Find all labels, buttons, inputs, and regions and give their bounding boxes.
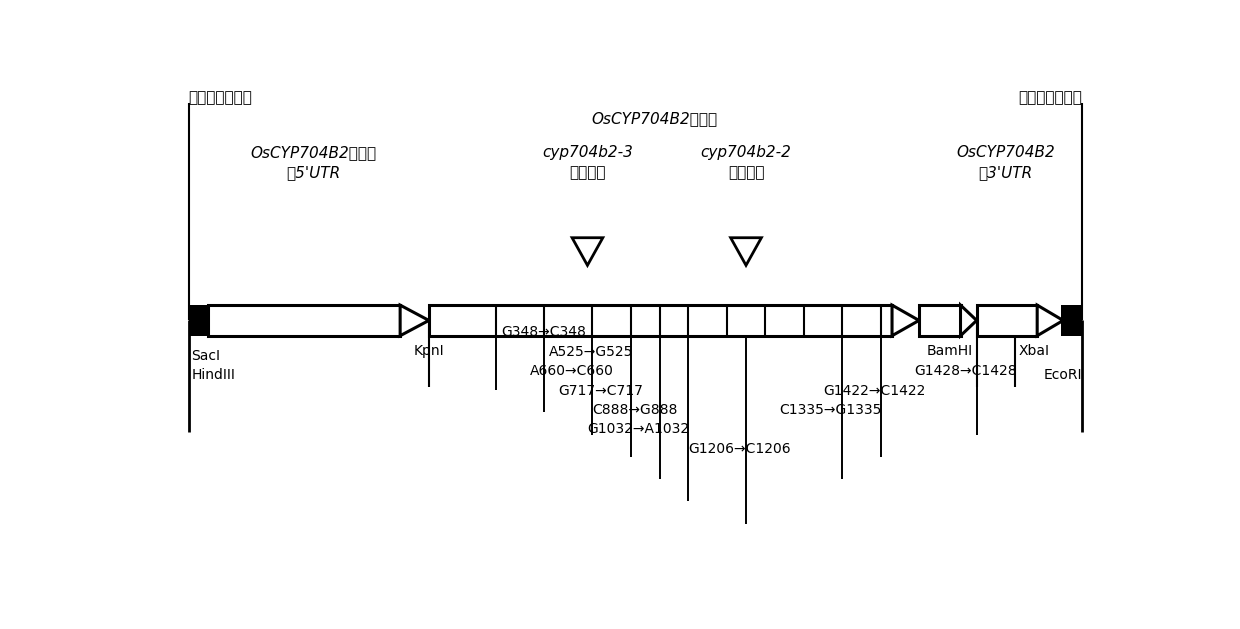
- Bar: [188, 305, 210, 336]
- Text: 左侧多克隆位点: 左侧多克隆位点: [188, 90, 253, 105]
- Bar: [208, 305, 401, 336]
- Text: G1206→C1206: G1206→C1206: [688, 442, 791, 455]
- Text: G1032→A1032: G1032→A1032: [588, 422, 689, 437]
- Text: OsCYP704B2编码区: OsCYP704B2编码区: [591, 111, 718, 126]
- Text: 右侧多克隆位点: 右侧多克隆位点: [1018, 90, 1083, 105]
- Text: G1422→C1422: G1422→C1422: [823, 384, 925, 398]
- Text: SacI: SacI: [191, 349, 221, 363]
- Polygon shape: [572, 238, 603, 265]
- Bar: [429, 305, 892, 336]
- Polygon shape: [730, 238, 761, 265]
- Text: KpnI: KpnI: [414, 344, 444, 359]
- Bar: [919, 305, 961, 336]
- Text: A525→G525: A525→G525: [549, 345, 634, 359]
- Text: XbaI: XbaI: [1019, 344, 1050, 359]
- Text: OsCYP704B2启动子
和5'UTR: OsCYP704B2启动子 和5'UTR: [250, 145, 377, 180]
- Bar: [1061, 305, 1083, 336]
- Text: C1335→G1335: C1335→G1335: [780, 403, 882, 417]
- Text: C888→G888: C888→G888: [593, 403, 677, 417]
- Polygon shape: [892, 305, 919, 336]
- Text: G1428→C1428: G1428→C1428: [914, 364, 1017, 378]
- Text: BamHI: BamHI: [926, 344, 973, 359]
- Text: A660→C660: A660→C660: [529, 364, 614, 378]
- Text: cyp704b2-3
突变位点: cyp704b2-3 突变位点: [542, 145, 632, 180]
- Text: G348→C348: G348→C348: [501, 325, 585, 340]
- Text: HindIII: HindIII: [191, 369, 236, 382]
- Polygon shape: [961, 305, 977, 336]
- Bar: [977, 305, 1037, 336]
- Text: OsCYP704B2
的3'UTR: OsCYP704B2 的3'UTR: [956, 145, 1055, 180]
- Polygon shape: [401, 305, 429, 336]
- Text: EcoRI: EcoRI: [1044, 369, 1083, 382]
- Text: cyp704b2-2
突变位点: cyp704b2-2 突变位点: [701, 145, 791, 180]
- Polygon shape: [1037, 305, 1063, 336]
- Text: G717→C717: G717→C717: [558, 384, 644, 398]
